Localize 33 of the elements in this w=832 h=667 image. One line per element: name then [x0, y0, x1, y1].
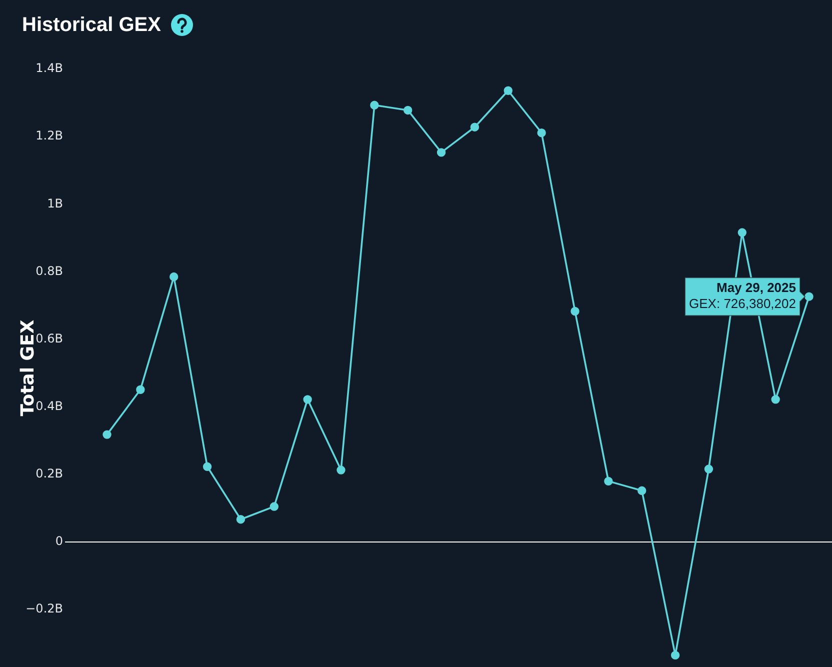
point	[604, 476, 613, 486]
point	[771, 395, 780, 404]
y-tick-label: 1.4B	[36, 61, 63, 76]
point	[436, 148, 446, 157]
point	[804, 292, 814, 301]
point	[170, 272, 178, 282]
point	[704, 464, 714, 474]
y-tick-label: 0.8B	[36, 264, 63, 278]
y-tick-label: 0.4B	[36, 398, 63, 413]
chart-title: Historical GEX	[22, 14, 161, 36]
y-tick-label: 0.2B	[36, 466, 63, 481]
y-tick-label: −0.2B	[26, 602, 63, 616]
point	[570, 306, 580, 316]
point	[370, 100, 379, 110]
annotation: May 29, 2025 GEX: 726,380,202	[689, 280, 796, 312]
point	[270, 502, 278, 511]
point	[504, 86, 512, 95]
point	[336, 466, 346, 474]
point	[470, 122, 480, 132]
point	[537, 128, 546, 138]
y-tick-label: 0	[55, 534, 63, 548]
y-tick-label: 0.6B	[36, 331, 63, 346]
point	[236, 515, 246, 524]
point	[102, 430, 112, 439]
point	[303, 395, 312, 404]
point	[670, 650, 680, 660]
point	[136, 385, 145, 394]
y-tick-label: 1.2B	[36, 128, 63, 143]
point	[638, 486, 646, 495]
point	[404, 106, 412, 115]
y-tick-label: 1B	[47, 196, 63, 210]
point	[738, 228, 746, 237]
point	[202, 462, 212, 472]
